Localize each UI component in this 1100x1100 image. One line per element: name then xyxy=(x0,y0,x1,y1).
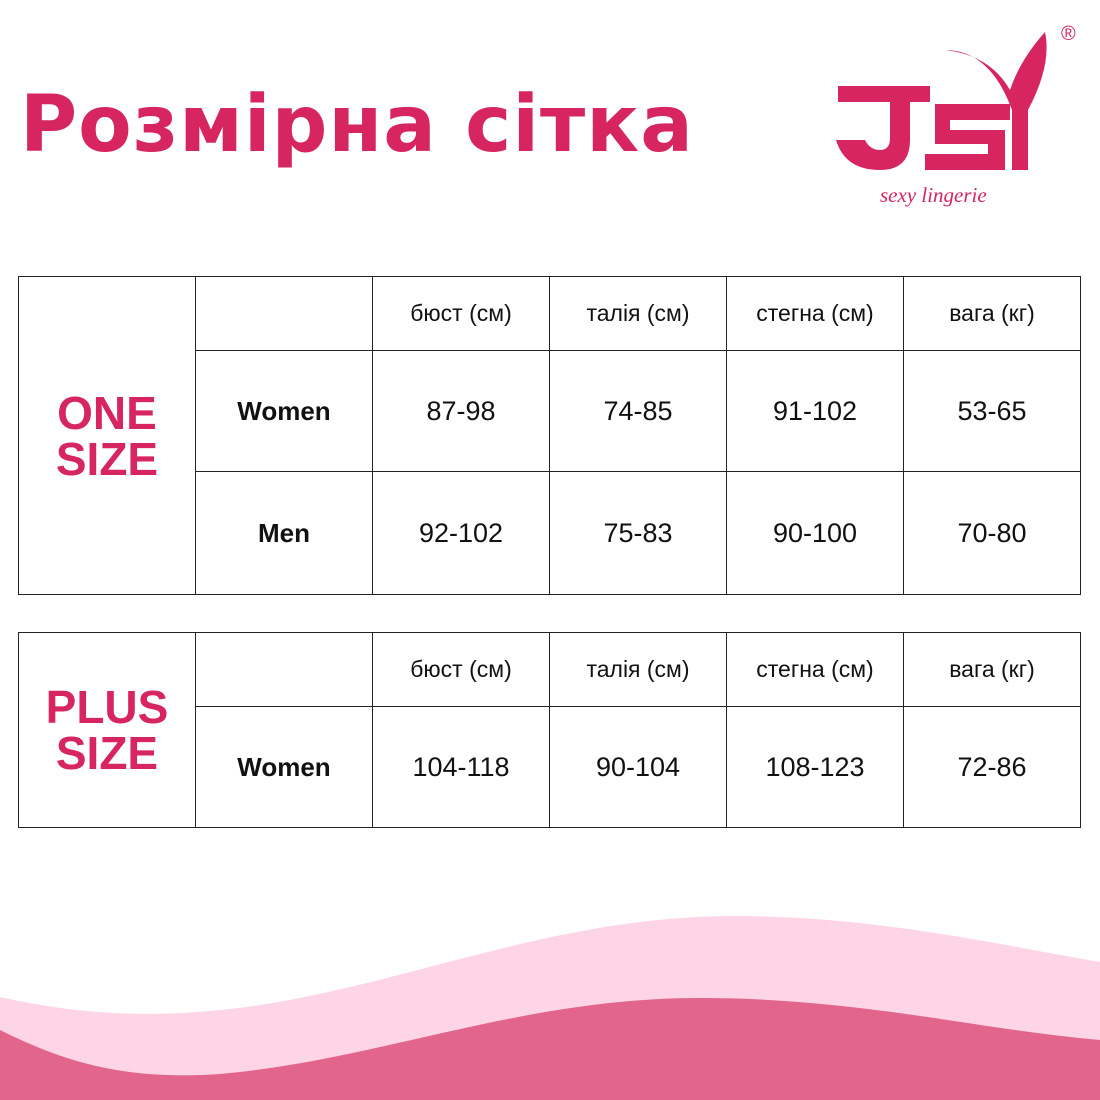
empty-header-cell xyxy=(195,276,373,351)
logo-tagline: sexy lingerie xyxy=(880,183,987,207)
cell: 91-102 xyxy=(726,350,904,472)
header-bust: бюст (см) xyxy=(372,632,550,707)
table-row: Men 92-102 75-83 90-100 70-80 xyxy=(19,471,1081,595)
header-bust: бюст (см) xyxy=(372,276,550,351)
table-row: Women 104-118 90-104 108-123 72-86 xyxy=(19,706,1081,828)
cell: 74-85 xyxy=(549,350,727,472)
one-size-table: ONE SIZE бюст (см) талія (см) стегна (см)… xyxy=(18,276,1081,595)
row-label: Women xyxy=(195,350,373,472)
header-weight: вага (кг) xyxy=(903,632,1081,707)
cell: 108-123 xyxy=(726,706,904,828)
decorative-waves xyxy=(0,915,1100,1100)
cell: 92-102 xyxy=(372,471,550,595)
registered-mark: ® xyxy=(1061,23,1076,45)
cell: 87-98 xyxy=(372,350,550,472)
plus-size-table: PLUS SIZE бюст (см) талія (см) стегна (см… xyxy=(18,632,1081,828)
cell: 53-65 xyxy=(903,350,1081,472)
row-label: Men xyxy=(195,471,373,595)
cell: 90-104 xyxy=(549,706,727,828)
page-title: Розмірна сітка xyxy=(20,80,694,170)
cell: 90-100 xyxy=(726,471,904,595)
header-waist: талія (см) xyxy=(549,632,727,707)
cell: 72-86 xyxy=(903,706,1081,828)
header-weight: вага (кг) xyxy=(903,276,1081,351)
row-label: Women xyxy=(195,706,373,828)
header-waist: талія (см) xyxy=(549,276,727,351)
header-hips: стегна (см) xyxy=(726,632,904,707)
cell: 104-118 xyxy=(372,706,550,828)
plus-size-label: PLUS SIZE xyxy=(18,632,196,828)
cell: 75-83 xyxy=(549,471,727,595)
cell: 70-80 xyxy=(903,471,1081,595)
brand-logo: ® sexy lingerie xyxy=(836,23,1076,207)
empty-header-cell xyxy=(195,632,373,707)
wave-dark xyxy=(0,998,1100,1100)
header-hips: стегна (см) xyxy=(726,276,904,351)
one-size-label: ONE SIZE xyxy=(18,276,196,595)
